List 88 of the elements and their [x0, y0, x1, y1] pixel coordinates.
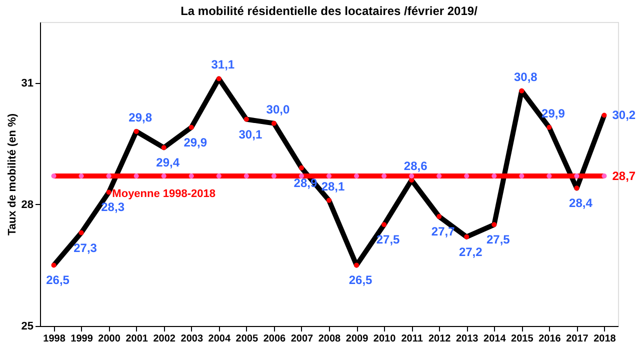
point: [188, 124, 194, 130]
x-tick-label: 2001: [126, 334, 148, 344]
point: [326, 198, 332, 203]
data-label: 29,8: [128, 110, 152, 124]
data-label: 27,7: [431, 224, 456, 239]
data-label: 27,5: [486, 232, 510, 247]
x-tick-label: 2005: [236, 334, 258, 344]
x-tick-label: 2004: [208, 334, 231, 344]
x-tick-label: 2006: [263, 334, 286, 344]
data-label: 28,6: [404, 159, 428, 174]
point: [574, 174, 580, 179]
point: [244, 116, 249, 122]
point: [354, 262, 360, 268]
point: [574, 186, 580, 191]
data-label: 28,7: [612, 169, 636, 184]
point: [271, 120, 276, 126]
x-tick-label: 2017: [566, 334, 589, 344]
point: [464, 174, 470, 179]
point: [106, 174, 112, 179]
data-label: 28,3: [101, 200, 125, 214]
x-tick-label: 2010: [373, 334, 396, 344]
data-label: 29,9: [542, 106, 566, 120]
x-tick-label: 1999: [70, 334, 94, 344]
y-axis-title: Taux de mobilité (en %): [6, 113, 18, 236]
series-label: Moyenne 1998-2018: [112, 188, 216, 200]
point: [134, 174, 139, 179]
x-tick-label: 2012: [428, 334, 452, 344]
x-tick-label: 2008: [318, 334, 342, 344]
point: [436, 214, 442, 220]
point: [216, 76, 222, 82]
point: [546, 124, 552, 130]
point: [354, 174, 360, 179]
point: [546, 174, 552, 179]
data-label: 30,8: [514, 70, 538, 84]
x-tick-label: 2003: [180, 334, 204, 344]
x-tick-label: 2013: [456, 334, 479, 344]
data-label: 31,1: [211, 58, 235, 72]
point: [464, 234, 470, 240]
x-tick-label: 2007: [290, 334, 314, 344]
x-tick-label: 2015: [511, 334, 534, 344]
point: [326, 174, 332, 179]
point: [51, 262, 56, 268]
point: [492, 222, 497, 228]
point: [382, 222, 387, 228]
point: [106, 190, 112, 195]
x-tick-label: 2014: [484, 334, 506, 344]
data-label: 27,2: [458, 244, 483, 259]
point: [271, 174, 276, 179]
point: [161, 145, 166, 150]
data-label: 26,5: [348, 273, 373, 288]
data-label: 26,5: [46, 273, 70, 288]
point: [602, 112, 607, 118]
y-tick-label: 31: [21, 77, 34, 90]
data-label: 29,9: [184, 135, 208, 150]
point: [78, 174, 84, 179]
point: [519, 174, 524, 179]
data-label: 28,1: [321, 179, 345, 194]
data-label: 28,4: [569, 196, 593, 210]
y-tick-label: 25: [21, 320, 34, 332]
data-label: 29,4: [156, 156, 180, 170]
x-tick-label: 2018: [594, 334, 616, 344]
point: [216, 174, 222, 179]
point: [161, 174, 166, 179]
data-label: 30,0: [266, 102, 290, 116]
data-label: 27,3: [74, 240, 98, 255]
x-tick-label: 2002: [153, 334, 176, 344]
x-tick-label: 2000: [98, 334, 121, 344]
data-label: 30,1: [238, 127, 262, 142]
point: [134, 128, 139, 134]
point: [492, 174, 497, 179]
point: [244, 174, 249, 179]
point: [409, 174, 414, 179]
point: [382, 174, 387, 179]
x-tick-label: 2009: [346, 334, 369, 344]
data-label: 27,5: [376, 232, 400, 247]
x-tick-label: 2016: [538, 334, 562, 344]
point: [298, 165, 304, 170]
data-label: 30,2: [612, 108, 636, 122]
point: [188, 174, 194, 179]
x-tick-label: 2011: [401, 334, 424, 344]
point: [602, 174, 607, 179]
point: [519, 88, 524, 94]
x-tick-label: 1998: [43, 334, 66, 344]
point: [78, 230, 84, 236]
y-tick-label: 28: [21, 198, 34, 211]
chart-title: La mobilité résidentielle des locataires /février 2019/: [180, 4, 478, 18]
point: [51, 174, 56, 179]
point: [436, 174, 442, 179]
